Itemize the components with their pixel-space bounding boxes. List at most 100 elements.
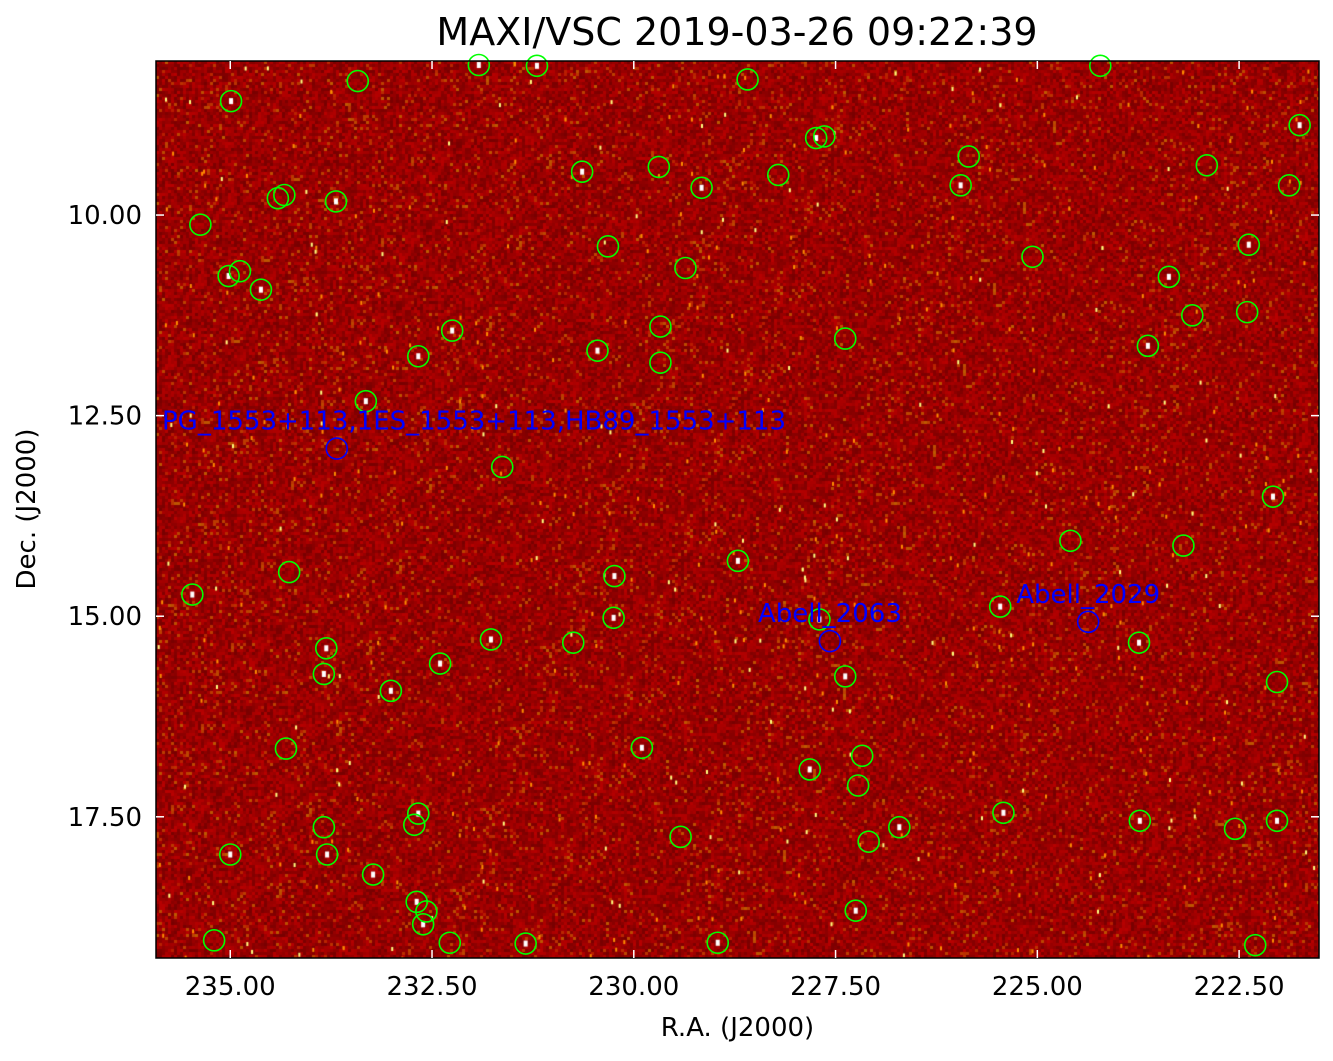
axes-frame (155, 60, 1320, 959)
catalog-source-marker (1021, 245, 1044, 269)
catalog-source-marker (602, 606, 625, 630)
x-tick-label: 235.00 (185, 972, 276, 1002)
catalog-source-marker (361, 863, 385, 886)
catalog-source-marker (766, 163, 790, 187)
x-tick-label: 230.00 (588, 972, 679, 1002)
catalog-source-marker (314, 637, 338, 660)
catalog-source-marker (1288, 113, 1311, 137)
catalog-source-marker (525, 54, 549, 78)
catalog-source-marker (479, 628, 503, 651)
catalog-source-marker (440, 319, 464, 342)
catalog-source-marker (570, 160, 594, 184)
catalog-source-marker (402, 813, 426, 837)
catalog-source-marker (690, 176, 713, 200)
catalog-source-marker (218, 843, 242, 866)
catalog-source-marker (669, 825, 692, 849)
y-tick-label: 15.00 (68, 602, 142, 632)
chart-title: MAXI/VSC 2019-03-26 09:22:39 (436, 10, 1038, 54)
catalog-source-marker (438, 931, 462, 955)
catalog-source-marker (1237, 233, 1261, 257)
catalog-source-marker (273, 183, 296, 207)
catalog-source-marker (379, 679, 403, 703)
x-tick-label: 232.50 (387, 972, 478, 1002)
catalog-source-marker (736, 68, 759, 91)
y-tick-label: 10.00 (68, 201, 142, 231)
source-label: PG_1553+113,1ES_1553+113,HB89_1553+113 (162, 407, 786, 437)
catalog-source-marker (1088, 54, 1112, 78)
catalog-source-marker (228, 259, 252, 283)
catalog-source-marker (354, 389, 378, 413)
catalog-source-marker (812, 125, 836, 148)
catalog-source-marker (411, 913, 435, 936)
catalog-source-marker (1223, 817, 1247, 841)
catalog-source-marker (1127, 631, 1151, 654)
catalog-source-marker (850, 744, 874, 768)
catalog-source-marker (1243, 933, 1267, 957)
catalog-source-marker (1277, 174, 1301, 197)
catalog-source-marker (603, 564, 626, 588)
catalog-source-marker (181, 583, 204, 606)
catalog-source-marker (957, 145, 981, 168)
catalog-source-marker (346, 69, 370, 93)
catalog-source-marker (312, 815, 336, 839)
catalog-source-marker (1261, 485, 1285, 508)
catalog-source-marker (1172, 534, 1195, 557)
y-tick-label: 17.50 (68, 803, 142, 833)
source-label: Abell_2029 (1016, 580, 1160, 610)
catalog-source-marker (1235, 300, 1259, 324)
source-label: Abell_2063 (758, 599, 902, 629)
catalog-source-marker (1180, 304, 1204, 327)
catalog-source-marker (407, 802, 430, 825)
catalog-source-marker (798, 758, 822, 781)
catalog-source-marker (189, 213, 212, 236)
catalog-source-marker (217, 264, 240, 288)
x-axis-label: R.A. (J2000) (660, 1013, 815, 1043)
catalog-source-marker (844, 899, 868, 922)
y-axis-label: Dec. (J2000) (12, 428, 42, 590)
catalog-source-marker (586, 339, 609, 362)
labeled-source-marker (818, 629, 842, 653)
x-tick-label: 222.50 (1194, 972, 1285, 1002)
catalog-source-marker (415, 900, 438, 923)
catalog-source-marker (833, 665, 857, 688)
catalog-source-marker (706, 931, 730, 955)
catalog-source-marker (726, 549, 750, 573)
catalog-source-marker (274, 737, 298, 760)
catalog-source-marker (1265, 670, 1289, 694)
catalog-source-marker (949, 174, 972, 197)
catalog-source-marker (846, 774, 870, 797)
catalog-source-marker (490, 455, 514, 479)
catalog-source-marker (277, 560, 301, 584)
x-tick-label: 225.00 (992, 972, 1083, 1002)
catalog-source-marker (202, 929, 226, 952)
catalog-source-marker (857, 830, 880, 853)
catalog-source-marker (1265, 809, 1289, 833)
catalog-source-marker (649, 351, 672, 374)
catalog-source-marker (1059, 529, 1082, 553)
catalog-source-marker (249, 278, 273, 301)
catalog-source-marker (428, 652, 452, 675)
catalog-source-marker (596, 235, 620, 258)
catalog-source-marker (407, 344, 430, 368)
catalog-source-marker (1195, 154, 1219, 177)
catalog-source-marker (219, 89, 243, 113)
catalog-source-marker (324, 190, 348, 213)
catalog-source-marker (1128, 809, 1152, 833)
catalog-source-marker (804, 126, 828, 150)
sky-image (156, 61, 1319, 958)
catalog-source-marker (988, 595, 1012, 618)
catalog-source-marker (888, 815, 911, 839)
catalog-source-marker (467, 53, 491, 77)
x-tick-label: 227.50 (790, 972, 881, 1002)
catalog-source-marker (315, 843, 339, 866)
catalog-source-marker (674, 256, 697, 280)
catalog-source-marker (1136, 334, 1160, 358)
catalog-source-marker (561, 631, 585, 654)
y-tick-label: 12.50 (68, 402, 142, 432)
catalog-source-marker (808, 608, 831, 631)
catalog-source-marker (647, 155, 671, 179)
catalog-source-marker (630, 736, 654, 760)
labeled-source-marker (1076, 610, 1100, 634)
labeled-source-marker (325, 437, 349, 460)
